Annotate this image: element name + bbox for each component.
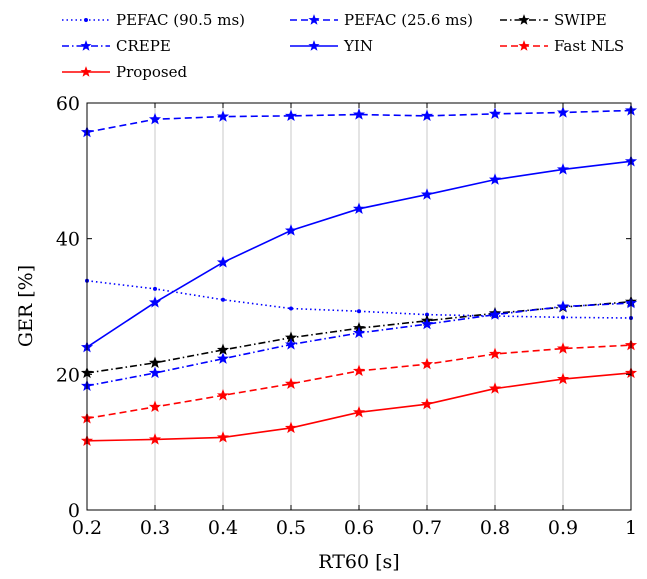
data-point [284,421,298,434]
x-tick-label: 0.9 [548,517,578,539]
y-axis-title: GER [%] [15,265,37,347]
legend-item: CREPE [62,37,171,55]
legend-item: SWIPE [500,11,607,29]
data-point [216,352,230,364]
data-point [488,347,502,360]
series-line [86,279,632,319]
data-point [556,163,570,175]
data-point [289,306,293,311]
x-tick-label: 0.6 [344,517,374,539]
axes: 0.2 0.3 0.4 0.5 0.6 0.7 0.8 0.9 1 0 20 40 60 [56,93,637,539]
data-point [556,300,570,312]
data-point [420,357,434,370]
data-point [148,356,162,368]
legend-marker [308,14,320,25]
legend-label: PEFAC (25.6 ms) [344,11,473,29]
data-point [153,286,157,291]
plot-series [80,104,638,446]
x-tick-label: 0.8 [480,517,510,539]
data-point [420,188,434,200]
y-tick-label: 0 [68,500,80,522]
legend: PEFAC (90.5 ms) PEFAC (25.6 ms) SWIPE CREPE… [62,11,624,81]
x-tick-label: 0.5 [276,517,306,539]
legend-item: PEFAC (25.6 ms) [290,11,473,29]
legend-marker [80,66,92,77]
legend-marker [308,40,320,51]
grid [154,103,564,510]
data-point [352,108,366,120]
legend-label: YIN [343,37,373,55]
data-point [216,343,230,356]
data-point [221,297,225,302]
x-tick-label: 0.2 [72,517,102,539]
data-point [420,397,434,410]
data-point [556,342,570,354]
legend-item: Proposed [62,63,188,81]
x-axis-title: RT60 [s] [318,551,399,573]
data-point [148,400,162,413]
x-tick-label: 0.7 [412,517,442,539]
legend-label: PEFAC (90.5 ms) [116,11,245,29]
data-point [148,296,162,308]
legend-item: Fast NLS [500,37,624,55]
x-tick-label: 0.4 [208,517,238,539]
legend-marker [80,40,92,51]
data-point [561,315,565,320]
data-point [488,382,502,394]
legend-label: CREPE [116,37,171,55]
data-point [357,309,361,314]
data-point [488,107,502,119]
x-tick-label: 0.3 [140,517,170,539]
data-point [216,431,230,443]
data-point [148,112,162,125]
data-point [284,338,298,350]
data-point [148,366,162,379]
data-point [352,202,366,214]
legend-label: SWIPE [554,11,607,29]
data-point [216,389,230,401]
data-point [284,224,298,236]
x-tick-label: 1 [625,517,637,539]
data-point [284,377,298,389]
data-point [216,110,230,122]
legend-marker [518,40,530,51]
data-point [216,256,230,268]
data-point [352,326,366,339]
data-point [284,109,298,122]
y-tick-label: 20 [56,364,80,386]
legend-item: PEFAC (90.5 ms) [62,11,245,29]
data-point [420,317,434,330]
series-pefac-25-6-ms [80,104,638,138]
y-tick-label: 60 [56,93,80,115]
y-tick-label: 40 [56,229,80,251]
legend-item: YIN [290,37,373,55]
legend-marker [84,18,88,22]
series-line [86,109,632,133]
data-point [488,308,502,320]
data-point [352,405,366,418]
legend-label: Proposed [116,63,188,81]
data-point [420,109,434,122]
data-point [556,372,570,385]
legend-label: Fast NLS [554,37,624,55]
data-point [488,173,502,185]
data-point [148,433,162,445]
data-point [352,364,366,377]
data-point [556,106,570,118]
legend-marker [518,14,530,25]
